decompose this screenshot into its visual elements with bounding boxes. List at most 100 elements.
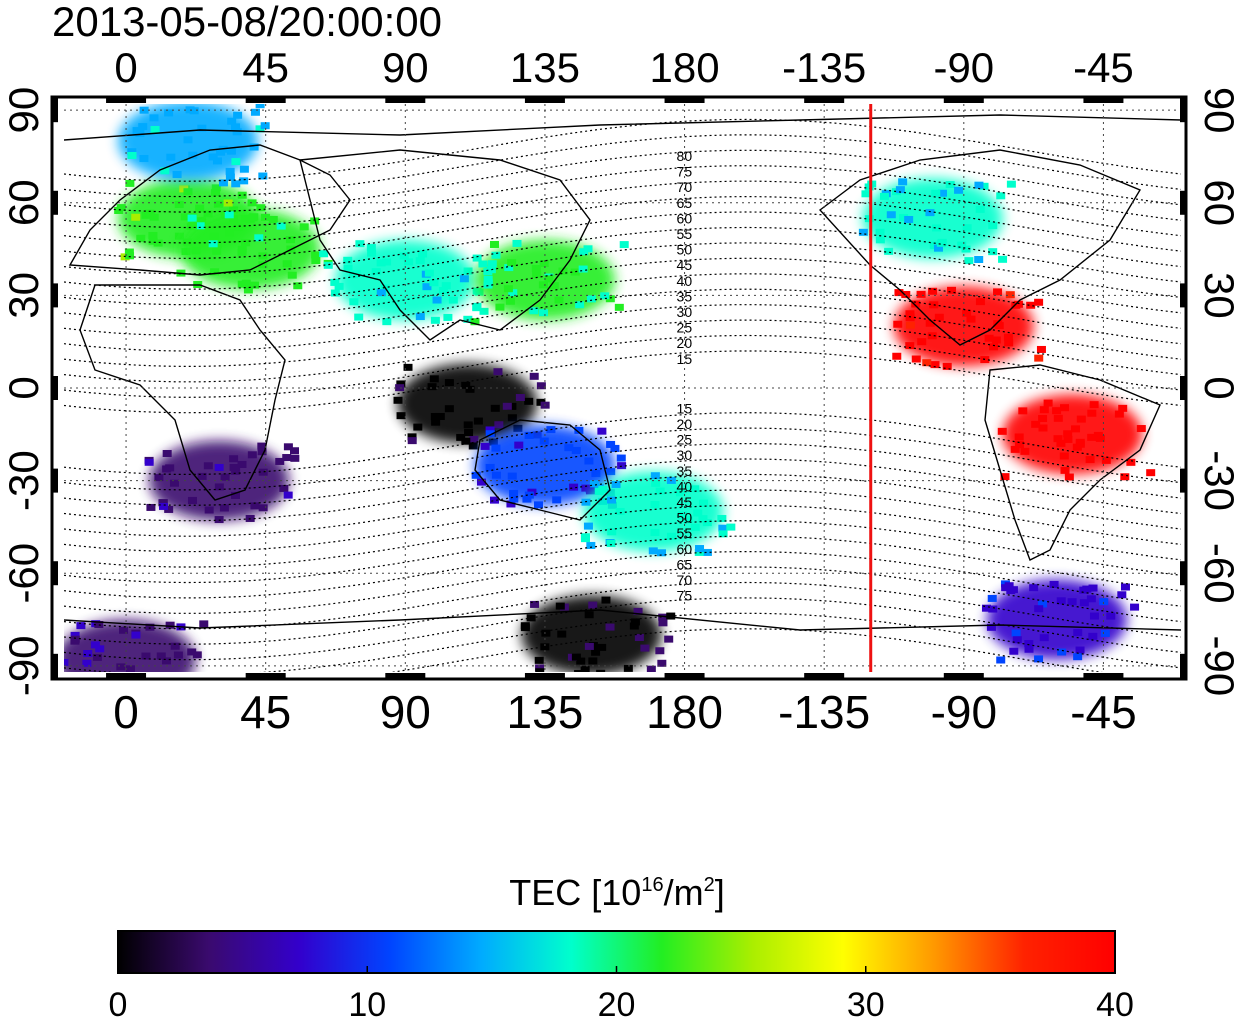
contour-label: 30	[677, 447, 693, 463]
contour-label: 55	[677, 226, 693, 242]
lon-tick-bottom: -45	[1070, 686, 1136, 738]
lon-tick-mark	[804, 673, 845, 679]
tec-region	[64, 619, 209, 672]
magnetic-contour	[64, 273, 1181, 337]
coastline-north-america	[818, 149, 1142, 346]
colorbar-title-prefix: TEC [10	[509, 872, 641, 913]
lat-tick-mark	[1180, 561, 1186, 586]
magnetic-contour	[64, 350, 1181, 414]
lon-tick-mark	[943, 97, 984, 103]
lon-tick-top: 135	[510, 44, 580, 91]
magnetic-contour	[64, 242, 1181, 306]
magnetic-contour	[64, 334, 1181, 398]
magnetic-contour	[390, 628, 1103, 672]
magnetic-contour	[64, 566, 1181, 630]
lon-tick-mark	[804, 97, 845, 103]
magnetic-contour	[64, 180, 1181, 244]
contour-label: 50	[677, 510, 693, 526]
map-title: 2013-05-08/20:00:00	[52, 0, 442, 45]
lon-ticks-bottom: 0 45 90 135 180 -135 -90 -45	[106, 673, 1137, 738]
lat-tick-right: 90	[1196, 87, 1235, 134]
lat-tick-left: 30	[0, 272, 47, 319]
lat-ticks-left: 90 60 30 0 -30 -60 -90	[0, 87, 58, 696]
magnetic-contour	[64, 504, 1181, 568]
lon-tick-mark	[664, 673, 705, 679]
contour-label: 25	[677, 432, 693, 448]
colorbar-title-unit-exponent: 2	[704, 874, 715, 896]
lon-tick-top: -90	[933, 44, 994, 91]
lon-tick-mark	[385, 673, 426, 679]
lat-tick-mark	[52, 561, 58, 586]
magnetic-contour	[64, 597, 1181, 661]
coastline-asia	[299, 149, 591, 341]
lat-tick-mark	[1180, 98, 1186, 123]
contour-label: 15	[677, 351, 693, 367]
magnetic-contour	[64, 520, 1181, 584]
lon-tick-bottom: 90	[380, 686, 431, 738]
contour-label: 40	[677, 273, 693, 289]
lon-tick-bottom: 135	[507, 686, 584, 738]
contour-label: 80	[677, 148, 693, 164]
magnetic-contour	[64, 226, 1181, 290]
lat-tick-left: -90	[0, 635, 47, 696]
lon-tick-mark	[385, 97, 426, 103]
magnetic-contour	[64, 473, 1181, 537]
lon-tick-top: -45	[1073, 44, 1134, 91]
lat-tick-mark	[1180, 376, 1186, 400]
lat-tick-left: 90	[0, 87, 47, 134]
contour-label: 35	[677, 463, 693, 479]
coastline-africa	[79, 284, 286, 501]
lat-tick-mark	[52, 468, 58, 493]
contour-label: 50	[677, 242, 693, 258]
lat-tick-left: 60	[0, 179, 47, 226]
magnetic-contour	[64, 165, 1181, 229]
colorbar-tick-label: 20	[598, 986, 636, 1021]
coastline-arctic	[64, 114, 1181, 141]
colorbar-title-suffix: ]	[715, 872, 725, 913]
lon-tick-mark	[943, 673, 984, 679]
lon-tick-mark	[664, 97, 705, 103]
contour-label: 25	[677, 320, 693, 336]
contour-label: 40	[677, 478, 693, 494]
magnetic-contour	[64, 550, 1181, 614]
lon-tick-mark	[1083, 97, 1124, 103]
lon-tick-top: 180	[650, 44, 720, 91]
lat-tick-mark	[52, 376, 58, 400]
lat-tick-mark	[52, 283, 58, 308]
colorbar-title-unit: /m	[664, 872, 704, 913]
lat-tick-right: -60	[1196, 543, 1235, 604]
lon-tick-bottom: 0	[113, 686, 139, 738]
lon-tick-bottom: -135	[778, 686, 870, 738]
lon-tick-mark	[245, 673, 286, 679]
contour-label: 20	[677, 416, 693, 432]
lon-tick-mark	[245, 97, 286, 103]
magnetic-contours	[64, 118, 1181, 672]
coastline-europe	[68, 144, 351, 276]
contour-label: 60	[677, 210, 693, 226]
graticule-grid	[64, 104, 1181, 672]
lon-ticks-top: 0 45 90 135 180 -135 -90 -45	[106, 44, 1134, 103]
contour-label: 45	[677, 494, 693, 510]
magnetic-contour	[64, 195, 1181, 259]
contour-label: 30	[677, 304, 693, 320]
coastline-south-america	[984, 364, 1161, 561]
lat-tick-mark	[52, 190, 58, 215]
magnetic-contour-labels: 8075706560555045403530252015152025303540…	[677, 148, 693, 604]
lat-tick-mark	[1180, 190, 1186, 215]
magnetic-contour	[64, 257, 1181, 321]
colorbar-tick-label: 40	[1096, 986, 1134, 1021]
contour-label: 65	[677, 195, 693, 211]
lat-tick-mark	[1180, 653, 1186, 678]
magnetic-contour	[64, 134, 1181, 198]
contour-label: 45	[677, 257, 693, 273]
magnetic-contour	[64, 149, 1181, 213]
lon-tick-mark	[1083, 673, 1124, 679]
lon-tick-top: 45	[242, 44, 289, 91]
magnetic-contour	[64, 304, 1181, 368]
colorbar-tick-label: 0	[109, 986, 128, 1021]
coastline-antarctica	[64, 609, 1181, 631]
lat-tick-right: 0	[1196, 376, 1235, 399]
lat-tick-mark	[1180, 468, 1186, 493]
magnetic-contour	[64, 211, 1181, 275]
lon-tick-bottom: 180	[646, 686, 723, 738]
